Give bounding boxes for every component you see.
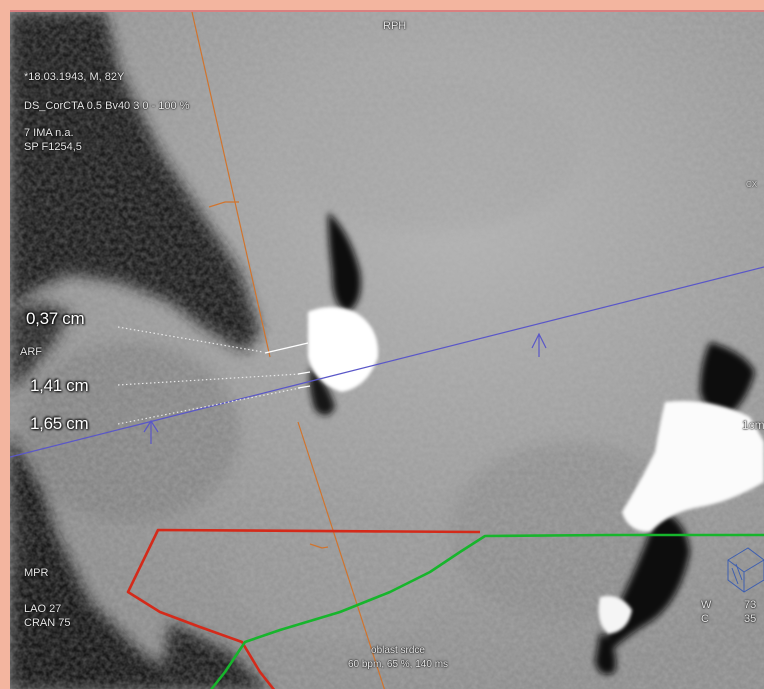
measurement-calipers — [264, 342, 311, 389]
measurement-leaders — [117, 326, 301, 425]
orientation-cube-icon — [727, 547, 764, 593]
measurement-label-1[interactable]: 0,37 cm — [26, 309, 85, 328]
window-c-value: 35 — [744, 613, 757, 625]
patient-birth-info: *18.03.1943, M, 82Y — [24, 71, 125, 83]
ct-viewport[interactable]: RPH ARF *18.03.1943, M, 82Y DS_CorCTA 0.… — [10, 10, 764, 689]
scale-label: 1cm — [742, 418, 764, 432]
green-contour — [209, 533, 764, 689]
view-mode-label: MPR — [24, 567, 49, 579]
orange-reference-line — [191, 12, 385, 689]
orientation-left-label: ARF — [20, 346, 42, 358]
orientation-top-label: RPH — [383, 20, 407, 32]
window-w-value: 73 — [744, 599, 757, 611]
image-number: 7 IMA n.a. — [24, 127, 74, 139]
calcifications — [308, 307, 764, 634]
window-w-label: W — [701, 599, 712, 611]
series-description: DS_CorCTA 0.5 Bv40 3 0 - 100 % — [24, 100, 190, 112]
red-contour — [126, 528, 481, 689]
measurement-label-2[interactable]: 1,41 cm — [30, 376, 89, 395]
caption-cardiac-phase: 60 bpm, 65 %, 140 ms — [347, 659, 449, 670]
measurement-label-3[interactable]: 1,65 cm — [30, 414, 89, 433]
ct-image — [10, 12, 764, 689]
caption-region: oblast srdce — [371, 645, 425, 656]
slice-position: SP F1254,5 — [24, 141, 82, 153]
blue-reference-line — [10, 266, 764, 458]
view-angle-lao: LAO 27 — [24, 603, 62, 615]
vessel-label-top-right: CX — [746, 180, 758, 189]
window-c-label: C — [701, 613, 709, 625]
view-angle-cran: CRAN 75 — [24, 617, 71, 629]
